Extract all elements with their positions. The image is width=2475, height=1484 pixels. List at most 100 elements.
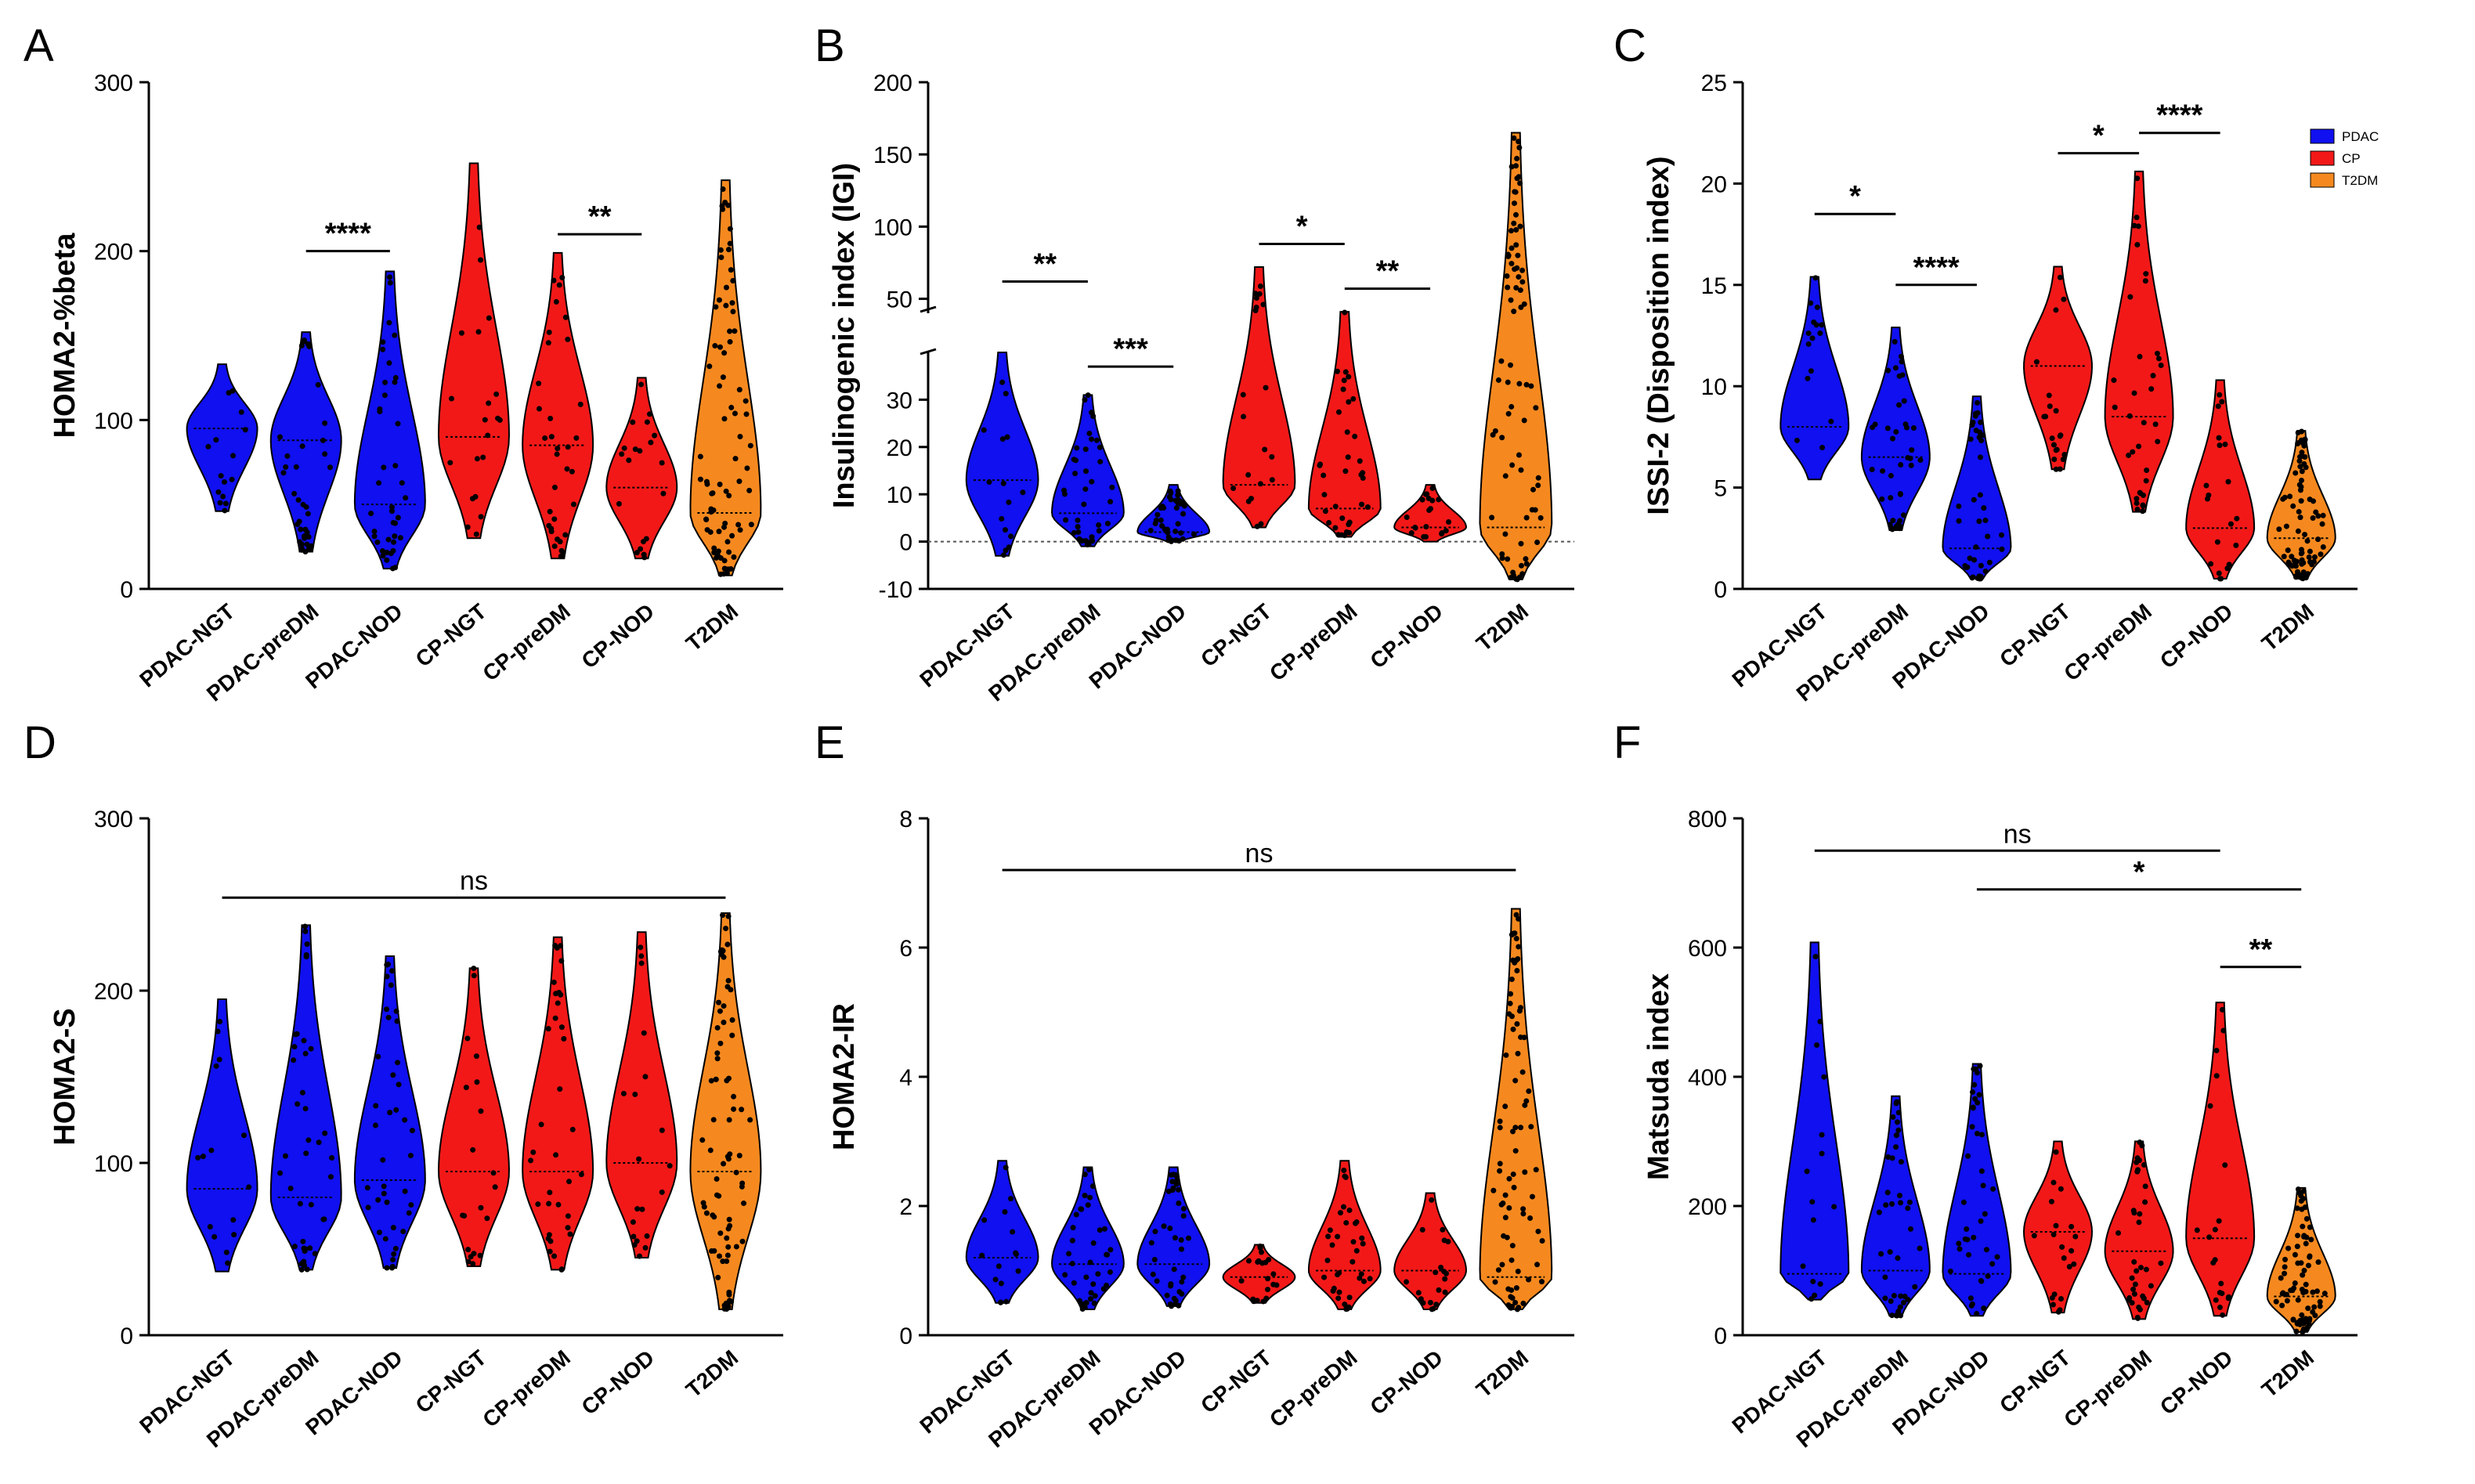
data-point <box>2299 1312 2305 1318</box>
data-point <box>1894 1119 1900 1125</box>
data-point <box>322 420 328 426</box>
data-point <box>727 226 733 232</box>
data-point <box>1895 1255 1901 1262</box>
data-point <box>1982 569 1989 575</box>
data-point <box>2050 1302 2056 1308</box>
data-point <box>720 374 726 381</box>
data-point <box>2058 1186 2064 1192</box>
data-point <box>2141 1295 2147 1302</box>
data-point <box>364 1185 370 1191</box>
data-point <box>638 953 645 959</box>
data-point <box>1889 1312 1895 1319</box>
data-point <box>1897 1193 1903 1199</box>
data-point <box>1260 1298 1266 1305</box>
data-point <box>1504 1234 1510 1240</box>
data-point <box>1978 419 1984 425</box>
data-point <box>1180 1274 1187 1280</box>
data-point <box>1819 1132 1825 1138</box>
data-point <box>1339 515 1346 522</box>
data-point <box>291 1057 297 1063</box>
data-point <box>2069 1247 2075 1254</box>
data-point <box>2284 1298 2290 1304</box>
violin-CP-preDM <box>1307 1160 1382 1310</box>
data-point <box>1505 284 1511 291</box>
data-point <box>733 1169 739 1175</box>
data-point <box>552 1015 558 1021</box>
data-point <box>1508 164 1515 170</box>
data-point <box>1969 1089 1975 1096</box>
data-point <box>1089 1183 1096 1190</box>
data-point <box>2115 1230 2122 1237</box>
data-point <box>1364 504 1371 511</box>
data-point <box>486 315 492 321</box>
x-tick-label: CP-NGT <box>411 599 491 672</box>
data-point <box>726 493 732 499</box>
data-point <box>1893 1132 1899 1139</box>
data-point <box>302 928 309 934</box>
data-point <box>1350 395 1357 402</box>
data-point <box>2317 1298 2323 1305</box>
data-point <box>2218 1280 2224 1287</box>
data-point <box>1978 562 1984 569</box>
data-point <box>716 529 722 535</box>
data-point <box>1093 437 1100 443</box>
data-point <box>1908 462 1914 468</box>
data-point <box>391 1251 397 1257</box>
data-point <box>1533 405 1539 411</box>
data-point <box>2126 413 2133 419</box>
data-point <box>1257 481 1263 487</box>
data-point <box>1975 1099 1981 1106</box>
data-point <box>316 1139 322 1146</box>
data-point <box>999 379 1006 385</box>
data-point <box>2317 1303 2323 1309</box>
data-point <box>2134 1155 2141 1161</box>
violin-PDAC-NGT <box>1779 941 1850 1301</box>
data-point <box>392 533 398 540</box>
data-point <box>1074 445 1080 451</box>
data-point <box>644 419 650 425</box>
data-point <box>301 338 307 345</box>
data-point <box>473 531 479 537</box>
data-point <box>558 943 564 949</box>
data-point <box>392 463 399 469</box>
data-point <box>721 416 728 422</box>
data-point <box>565 1213 571 1219</box>
data-point <box>1983 1247 1989 1253</box>
data-point <box>736 387 742 393</box>
data-point <box>2055 1309 2061 1315</box>
data-point <box>1888 1298 1894 1304</box>
data-point <box>548 529 555 535</box>
data-point <box>724 1154 731 1160</box>
data-point <box>213 1063 219 1069</box>
data-point <box>1508 1013 1515 1020</box>
data-point <box>1003 527 1009 533</box>
data-point <box>2295 1233 2301 1239</box>
data-point <box>2144 468 2150 474</box>
data-point <box>384 550 390 556</box>
data-point <box>1069 1260 1075 1266</box>
data-point <box>1967 555 1973 561</box>
data-point <box>551 277 557 283</box>
data-point <box>2137 1211 2143 1217</box>
data-point <box>1346 399 1352 405</box>
data-point <box>2309 561 2315 568</box>
data-point <box>551 484 558 490</box>
data-point <box>1161 505 1167 511</box>
data-point <box>2071 1261 2077 1267</box>
data-point <box>371 533 378 540</box>
x-tick-label: CP-preDM <box>1265 599 1362 686</box>
data-point <box>1167 1226 1173 1232</box>
data-point <box>299 1089 305 1096</box>
data-point <box>377 406 383 412</box>
data-point <box>724 1252 731 1258</box>
data-point <box>1003 547 1009 554</box>
data-point <box>724 539 731 545</box>
data-point <box>388 1265 395 1271</box>
data-point <box>2134 500 2140 506</box>
data-point <box>298 526 304 533</box>
data-point <box>2217 1290 2223 1296</box>
x-tick-label: T2DM <box>1472 1345 1533 1403</box>
data-point <box>2287 493 2293 500</box>
data-point <box>1075 524 1081 530</box>
data-point <box>1906 1199 1913 1205</box>
